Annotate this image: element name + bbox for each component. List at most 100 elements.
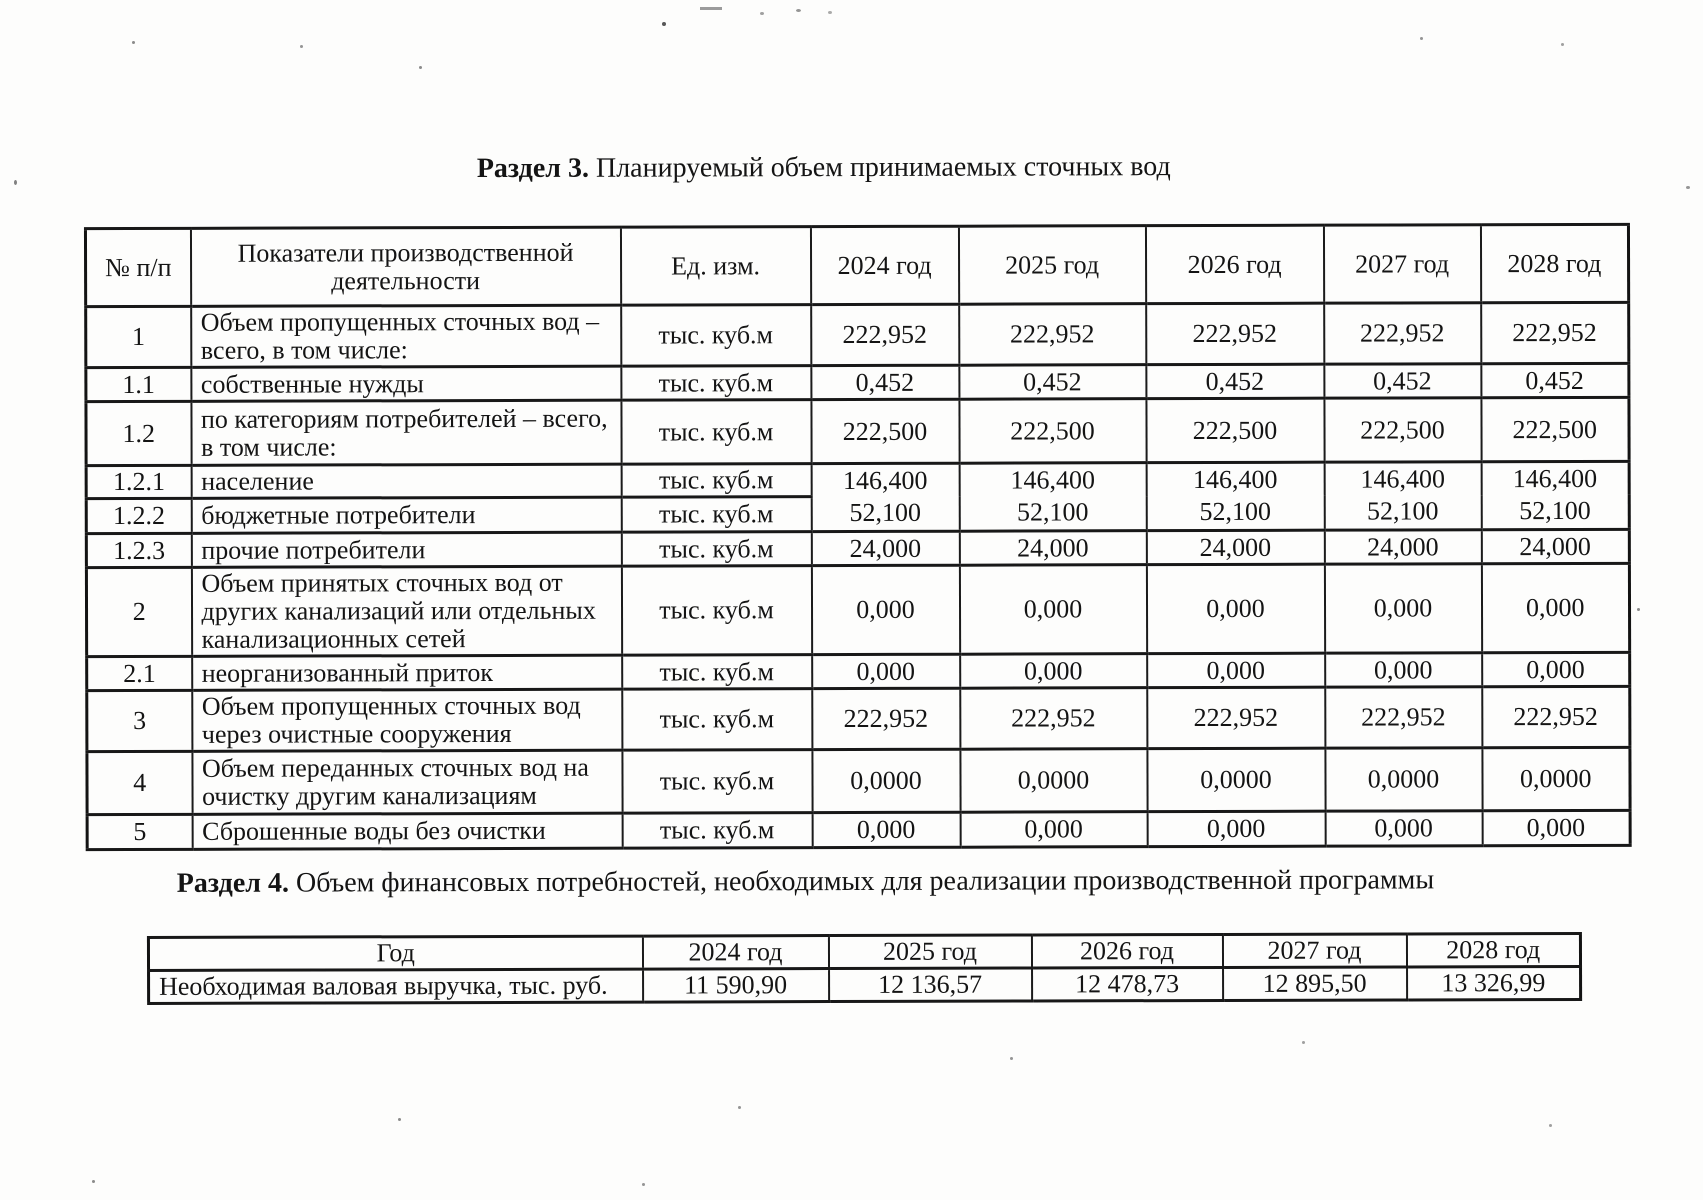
table-row: 1.2.2 бюджетные потребители тыс. куб.м 5… bbox=[86, 494, 1630, 534]
value-cell: 0,000 bbox=[1481, 652, 1630, 687]
scan-speck bbox=[132, 41, 135, 44]
indicator-cell: Объем пропущенных сточных вод – всего, в… bbox=[190, 305, 621, 368]
header-year: Год bbox=[148, 936, 643, 971]
header-year-2027: 2027 год bbox=[1323, 224, 1481, 304]
value-cell: 222,952 bbox=[959, 687, 1147, 750]
value-cell: 0,452 bbox=[1145, 364, 1324, 399]
value-cell: 0,452 bbox=[958, 364, 1146, 400]
wastewater-volume-table: № п/п Показатели производственной деятел… bbox=[83, 222, 1632, 852]
row-number-cell: 1.2.1 bbox=[86, 465, 192, 499]
indicator-cell: население bbox=[191, 464, 622, 499]
header-year-2024: 2024 год bbox=[810, 226, 959, 305]
value-cell: 222,952 bbox=[1145, 303, 1324, 365]
unit-cell: тыс. куб.м bbox=[621, 565, 812, 656]
value-cell: 222,952 bbox=[1324, 686, 1482, 749]
value-cell: 0,000 bbox=[960, 811, 1148, 848]
scan-speck bbox=[738, 1106, 741, 1109]
table-row: 4 Объем переданных сточных вод на очистк… bbox=[86, 747, 1631, 815]
value-cell: 0,0000 bbox=[811, 749, 961, 813]
value-cell: 0,000 bbox=[959, 564, 1147, 655]
scan-speck bbox=[1561, 43, 1564, 46]
value-cell: 222,500 bbox=[1480, 397, 1630, 462]
value-cell: 222,952 bbox=[810, 304, 959, 366]
value-cell: 222,952 bbox=[811, 688, 960, 750]
unit-cell: тыс. куб.м bbox=[620, 304, 811, 367]
value-cell: 146,400 bbox=[811, 463, 960, 497]
value-cell: 222,952 bbox=[958, 303, 1146, 366]
revenue-label-cell: Необходимая валовая выручка, тыс. руб. bbox=[148, 969, 643, 1004]
header-year-2028: 2028 год bbox=[1406, 933, 1581, 967]
unit-cell: тыс. куб.м bbox=[621, 496, 812, 533]
indicator-cell: бюджетные потребители bbox=[191, 497, 622, 534]
value-cell: 0,0000 bbox=[1146, 748, 1326, 812]
value-cell: 0,452 bbox=[1323, 363, 1481, 399]
value-cell: 146,400 bbox=[1481, 461, 1630, 495]
scan-speck bbox=[1549, 1124, 1552, 1127]
value-cell: 146,400 bbox=[959, 462, 1147, 497]
row-number-cell: 1.2 bbox=[85, 401, 192, 466]
value-cell: 222,500 bbox=[810, 399, 960, 464]
unit-cell: тыс. куб.м bbox=[620, 399, 812, 465]
value-cell: 222,500 bbox=[1145, 398, 1325, 463]
table-row: 2 Объем принятых сточных вод от других к… bbox=[86, 563, 1630, 657]
table-row: 1.1 собственные нужды тыс. куб.м 0,452 0… bbox=[85, 363, 1629, 402]
header-year-2025: 2025 год bbox=[958, 225, 1146, 305]
value-cell: 0,0000 bbox=[1481, 747, 1631, 811]
section4-heading: Раздел 4. Объем финансовых потребностей,… bbox=[177, 864, 1434, 900]
value-cell: 0,000 bbox=[811, 654, 960, 689]
value-cell: 24,000 bbox=[1324, 529, 1482, 565]
unit-cell: тыс. куб.м bbox=[621, 749, 813, 814]
unit-cell: тыс. куб.м bbox=[622, 812, 813, 849]
value-cell: 0,000 bbox=[811, 565, 960, 655]
scan-speck bbox=[662, 22, 666, 26]
value-cell: 146,400 bbox=[1324, 461, 1482, 496]
row-number-cell: 3 bbox=[86, 690, 192, 752]
section4-heading-text: Объем финансовых потребностей, необходим… bbox=[295, 864, 1435, 899]
scan-speck bbox=[1302, 1041, 1305, 1044]
header-indicator: Показатели производственной деятельности bbox=[190, 227, 621, 307]
value-cell: 12 895,50 bbox=[1222, 966, 1407, 1001]
value-cell: 24,000 bbox=[1146, 530, 1325, 565]
header-year-2026: 2026 год bbox=[1031, 934, 1223, 968]
row-number-cell: 1 bbox=[85, 306, 191, 368]
value-cell: 12 478,73 bbox=[1031, 967, 1223, 1001]
scan-speck bbox=[1686, 186, 1690, 189]
value-cell: 24,000 bbox=[811, 531, 960, 566]
header-year-2027: 2027 год bbox=[1222, 933, 1407, 968]
value-cell: 0,0000 bbox=[1324, 747, 1483, 812]
value-cell: 24,000 bbox=[1481, 529, 1630, 564]
value-cell: 12 136,57 bbox=[828, 967, 1032, 1002]
value-cell: 11 590,90 bbox=[642, 968, 829, 1003]
section3-heading-text: Планируемый объем принимаемых сточных во… bbox=[595, 151, 1171, 184]
value-cell: 24,000 bbox=[959, 530, 1147, 566]
header-year-2028: 2028 год bbox=[1480, 224, 1629, 303]
indicator-cell: Объем пропущенных сточных вод через очис… bbox=[191, 689, 622, 752]
scan-speck bbox=[642, 1183, 645, 1186]
scan-speck bbox=[796, 9, 801, 12]
table-row: Необходимая валовая выручка, тыс. руб. 1… bbox=[148, 966, 1581, 1004]
table-row: 1.2.3 прочие потребители тыс. куб.м 24,0… bbox=[86, 529, 1630, 568]
indicator-cell: по категориям потребителей – всего, в то… bbox=[190, 400, 622, 466]
header-unit: Ед. изм. bbox=[620, 226, 811, 306]
scan-speck bbox=[419, 66, 422, 69]
financial-needs-table: Год 2024 год 2025 год 2026 год 2027 год … bbox=[146, 931, 1583, 1005]
value-cell: 0,000 bbox=[1481, 563, 1630, 653]
scan-speck bbox=[828, 11, 832, 14]
indicator-cell: неорганизованный приток bbox=[191, 655, 622, 691]
row-number-cell: 5 bbox=[87, 814, 193, 850]
table-header-row: № п/п Показатели производственной деятел… bbox=[85, 224, 1629, 307]
value-cell: 0,000 bbox=[1325, 810, 1483, 847]
unit-cell: тыс. куб.м bbox=[621, 463, 812, 498]
section3-heading-number: Раздел 3. bbox=[476, 152, 589, 185]
table-row: 5 Сброшенные воды без очистки тыс. куб.м… bbox=[87, 810, 1631, 850]
table-row: 1 Объем пропущенных сточных вод – всего,… bbox=[85, 302, 1629, 368]
row-number-cell: 2.1 bbox=[86, 656, 192, 691]
section4-heading-number: Раздел 4. bbox=[176, 867, 289, 899]
value-cell: 0,000 bbox=[959, 653, 1147, 689]
value-cell: 52,100 bbox=[1481, 494, 1630, 530]
header-year-2026: 2026 год bbox=[1145, 225, 1324, 304]
header-year-2024: 2024 год bbox=[642, 935, 829, 970]
value-cell: 0,000 bbox=[1324, 563, 1482, 654]
